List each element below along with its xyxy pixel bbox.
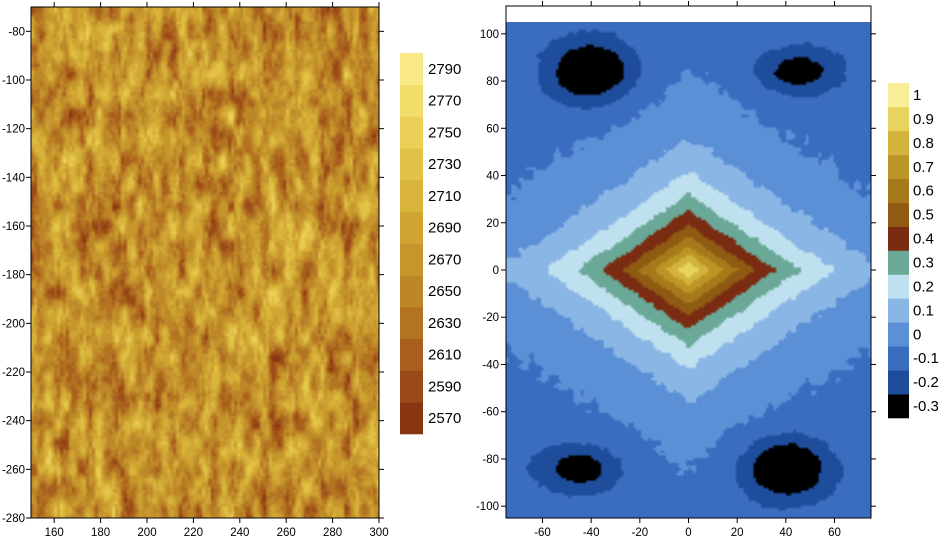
y-tick-label: -100 [476,501,499,513]
y-tick-label: 80 [486,76,499,88]
y-tick-label: -40 [482,359,499,371]
colorbar-right-label: 0.3 [913,254,934,271]
colorbar-right-swatch [888,130,909,156]
x-tick-label: -40 [583,527,600,539]
colorbar-right-label: -0.1 [913,350,939,367]
colorbar-right-label: 0.1 [913,302,934,319]
colorbar-right-swatch [888,274,909,299]
colorbar-right-label: -0.2 [913,374,939,391]
colorbar-left-label: 2730 [428,156,461,173]
colorbar-right-label: 0.5 [913,207,934,224]
colorbar-right-label: 0.9 [913,111,934,128]
colorbar-left-swatch [400,370,423,403]
colorbar-left-swatch [400,402,423,435]
y-tick-label: -180 [2,270,25,282]
y-tick-label: -60 [482,407,499,419]
colorbar-right-swatch [888,346,909,371]
colorbar-left-swatch [400,148,423,181]
colorbar-left-swatch [400,243,423,276]
colorbar-right-swatch [888,83,909,108]
colorbar-left-swatch [400,307,423,340]
colorbar-right-swatch [888,106,909,132]
y-tick-label: 100 [480,29,499,41]
x-tick-label: 240 [230,527,249,539]
colorbar-right-swatch [888,322,909,347]
colorbar-left-swatch [400,84,423,117]
colorbar-right-swatch [888,154,909,180]
colorbar-left-label: 2790 [428,61,461,78]
heatmap-left-field [31,7,379,518]
colorbar-left-swatch [400,116,423,149]
y-tick-label: -80 [8,26,25,38]
colorbar-left-swatch [400,211,423,244]
x-tick-label: 220 [184,527,203,539]
x-tick-label: 180 [91,527,110,539]
colorbar-right-label: -0.3 [913,398,939,415]
x-tick-label: 300 [369,527,388,539]
colorbar-left-label: 2670 [428,251,461,268]
colorbar-left-label: 2630 [428,315,461,332]
colorbar-right-swatch [888,250,909,275]
y-tick-label: -280 [2,513,25,525]
colorbar-left-label: 2770 [428,93,461,110]
colorbar-left-label: 2590 [428,378,461,395]
x-tick-label: 40 [779,527,792,539]
colorbar-left-label: 2750 [428,124,461,141]
colorbar-right-swatch [888,178,909,203]
colorbar-left-swatch [400,180,423,213]
y-tick-label: -260 [2,464,25,476]
colorbar-left-label: 2710 [428,188,461,205]
x-tick-label: -20 [632,527,649,539]
heatmap-right-field [506,22,871,518]
x-tick-label: 200 [137,527,156,539]
y-tick-label: -120 [2,124,25,136]
colorbar-right-swatch [888,226,909,251]
colorbar-right-label: 0 [913,326,921,343]
colorbar-right-label: 0.2 [913,278,934,295]
colorbar-left-label: 2570 [428,410,461,427]
colorbar-right-label: 0.7 [913,159,934,176]
x-tick-label: 160 [45,527,64,539]
x-tick-label: -60 [534,527,551,539]
colorbar-left-swatch [400,53,423,86]
y-tick-label: -160 [2,221,25,233]
x-tick-label: 0 [685,527,691,539]
colorbar-right-swatch [888,202,909,227]
y-tick-label: -220 [2,367,25,379]
x-tick-label: 20 [731,527,744,539]
colorbar-left-label: 2690 [428,220,461,237]
colorbar-right-swatch [888,298,909,323]
x-tick-label: 260 [277,527,296,539]
y-tick-label: -140 [2,172,25,184]
x-tick-label: 280 [323,527,342,539]
y-tick-label: 0 [493,265,499,277]
y-tick-label: -80 [482,454,499,466]
colorbar-right-swatch [888,370,909,395]
x-tick-label: 60 [828,527,841,539]
colorbar-left-label: 2650 [428,283,461,300]
colorbar-right-label: 0.4 [913,231,934,248]
y-tick-label: 40 [486,171,499,183]
y-tick-label: -200 [2,318,25,330]
colorbar-right-label: 0.8 [913,135,934,152]
colorbar-right-label: 0.6 [913,183,934,200]
colorbar-right-label: 1 [913,87,921,104]
y-tick-label: -20 [482,312,499,324]
colorbar-right-swatch [888,394,909,419]
y-tick-label: 60 [486,123,499,135]
y-tick-label: -100 [2,75,25,87]
y-tick-label: -240 [2,416,25,428]
y-tick-label: 20 [486,218,499,230]
colorbar-left-swatch [400,275,423,308]
colorbar-left-label: 2610 [428,347,461,364]
plot-frame-left [30,6,380,519]
colorbar-left-swatch [400,338,423,371]
